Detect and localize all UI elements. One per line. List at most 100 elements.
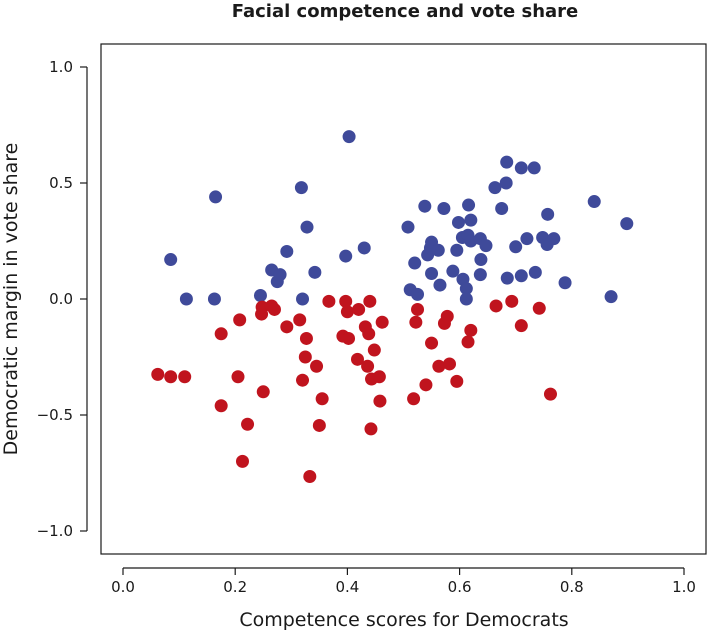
data-point bbox=[372, 370, 386, 384]
x-tick-label: 1.0 bbox=[672, 578, 696, 596]
data-point bbox=[293, 313, 307, 327]
data-point bbox=[361, 359, 375, 373]
plot-frame bbox=[100, 43, 707, 555]
data-point bbox=[294, 181, 308, 195]
data-point bbox=[433, 278, 447, 292]
data-point bbox=[488, 181, 502, 195]
data-point bbox=[308, 265, 322, 279]
data-point bbox=[352, 302, 366, 316]
data-point bbox=[280, 320, 294, 334]
data-point bbox=[253, 289, 267, 303]
data-point bbox=[479, 239, 493, 253]
data-point bbox=[547, 232, 561, 246]
data-point bbox=[461, 335, 475, 349]
data-point bbox=[409, 315, 423, 329]
data-point bbox=[473, 268, 487, 282]
data-point bbox=[474, 253, 488, 267]
x-tick-label: 0.4 bbox=[335, 578, 359, 596]
data-point bbox=[296, 292, 310, 306]
series-blue bbox=[164, 130, 634, 306]
data-point bbox=[464, 213, 478, 227]
data-point bbox=[500, 271, 514, 285]
data-point bbox=[179, 292, 193, 306]
data-point bbox=[299, 331, 313, 345]
data-point bbox=[527, 161, 541, 175]
x-tick-label: 0.6 bbox=[448, 578, 472, 596]
data-point bbox=[543, 387, 557, 401]
data-point bbox=[267, 302, 281, 316]
data-point bbox=[411, 287, 425, 301]
data-point bbox=[280, 244, 294, 258]
y-axis: −1.0 −0.5 0.0 0.5 1.0 bbox=[37, 58, 88, 540]
data-point bbox=[451, 215, 465, 229]
data-point bbox=[296, 373, 310, 387]
data-point bbox=[558, 276, 572, 290]
data-point bbox=[310, 359, 324, 373]
data-point bbox=[407, 392, 421, 406]
data-point bbox=[375, 315, 389, 329]
data-point bbox=[209, 190, 223, 204]
data-point bbox=[363, 294, 377, 308]
data-point bbox=[604, 290, 618, 304]
data-point bbox=[425, 336, 439, 350]
y-tick-label: 0.5 bbox=[49, 174, 73, 192]
y-tick-label: −1.0 bbox=[37, 522, 73, 540]
data-point bbox=[231, 370, 245, 384]
data-point bbox=[509, 240, 523, 254]
data-point bbox=[408, 256, 422, 270]
data-point bbox=[489, 299, 503, 313]
data-points bbox=[151, 130, 634, 483]
data-point bbox=[514, 269, 528, 283]
data-point bbox=[367, 343, 381, 357]
data-point bbox=[620, 217, 634, 231]
data-point bbox=[419, 378, 433, 392]
data-point bbox=[514, 319, 528, 333]
data-point bbox=[357, 241, 371, 255]
data-point bbox=[528, 265, 542, 279]
data-point bbox=[164, 370, 178, 384]
y-axis-label: Democratic margin in vote share bbox=[0, 143, 22, 456]
data-point bbox=[499, 176, 513, 190]
data-point bbox=[342, 331, 356, 345]
data-point bbox=[255, 300, 269, 314]
data-point bbox=[151, 367, 165, 381]
data-point bbox=[362, 327, 376, 341]
data-point bbox=[401, 220, 415, 234]
data-point bbox=[446, 264, 460, 278]
data-point bbox=[164, 253, 178, 267]
data-point bbox=[500, 155, 514, 169]
x-axis: 0.0 0.2 0.4 0.6 0.8 1.0 bbox=[111, 567, 696, 596]
chart-title: Facial competence and vote share bbox=[232, 1, 579, 22]
data-point bbox=[532, 301, 546, 315]
data-point bbox=[514, 161, 528, 175]
data-point bbox=[450, 243, 464, 257]
x-axis-label: Competence scores for Democrats bbox=[239, 609, 568, 631]
data-point bbox=[440, 309, 454, 323]
data-point bbox=[241, 417, 255, 431]
data-point bbox=[462, 198, 476, 212]
data-point bbox=[520, 232, 534, 246]
data-point bbox=[235, 454, 249, 468]
data-point bbox=[322, 294, 336, 308]
data-point bbox=[298, 350, 312, 364]
x-tick-label: 0.2 bbox=[223, 578, 247, 596]
data-point bbox=[342, 130, 356, 144]
data-point bbox=[411, 302, 425, 316]
data-point bbox=[256, 385, 270, 399]
data-point bbox=[464, 323, 478, 337]
data-point bbox=[178, 370, 192, 384]
data-point bbox=[587, 195, 601, 209]
data-point bbox=[214, 327, 228, 341]
y-tick-label: −0.5 bbox=[37, 406, 73, 424]
y-tick-label: 1.0 bbox=[49, 58, 73, 76]
data-point bbox=[495, 202, 509, 216]
data-point bbox=[214, 399, 228, 413]
x-tick-label: 0.8 bbox=[560, 578, 584, 596]
data-point bbox=[303, 469, 317, 483]
data-point bbox=[459, 292, 473, 306]
data-point bbox=[312, 418, 326, 432]
data-point bbox=[339, 294, 353, 308]
data-point bbox=[431, 243, 445, 257]
data-point bbox=[364, 422, 378, 436]
